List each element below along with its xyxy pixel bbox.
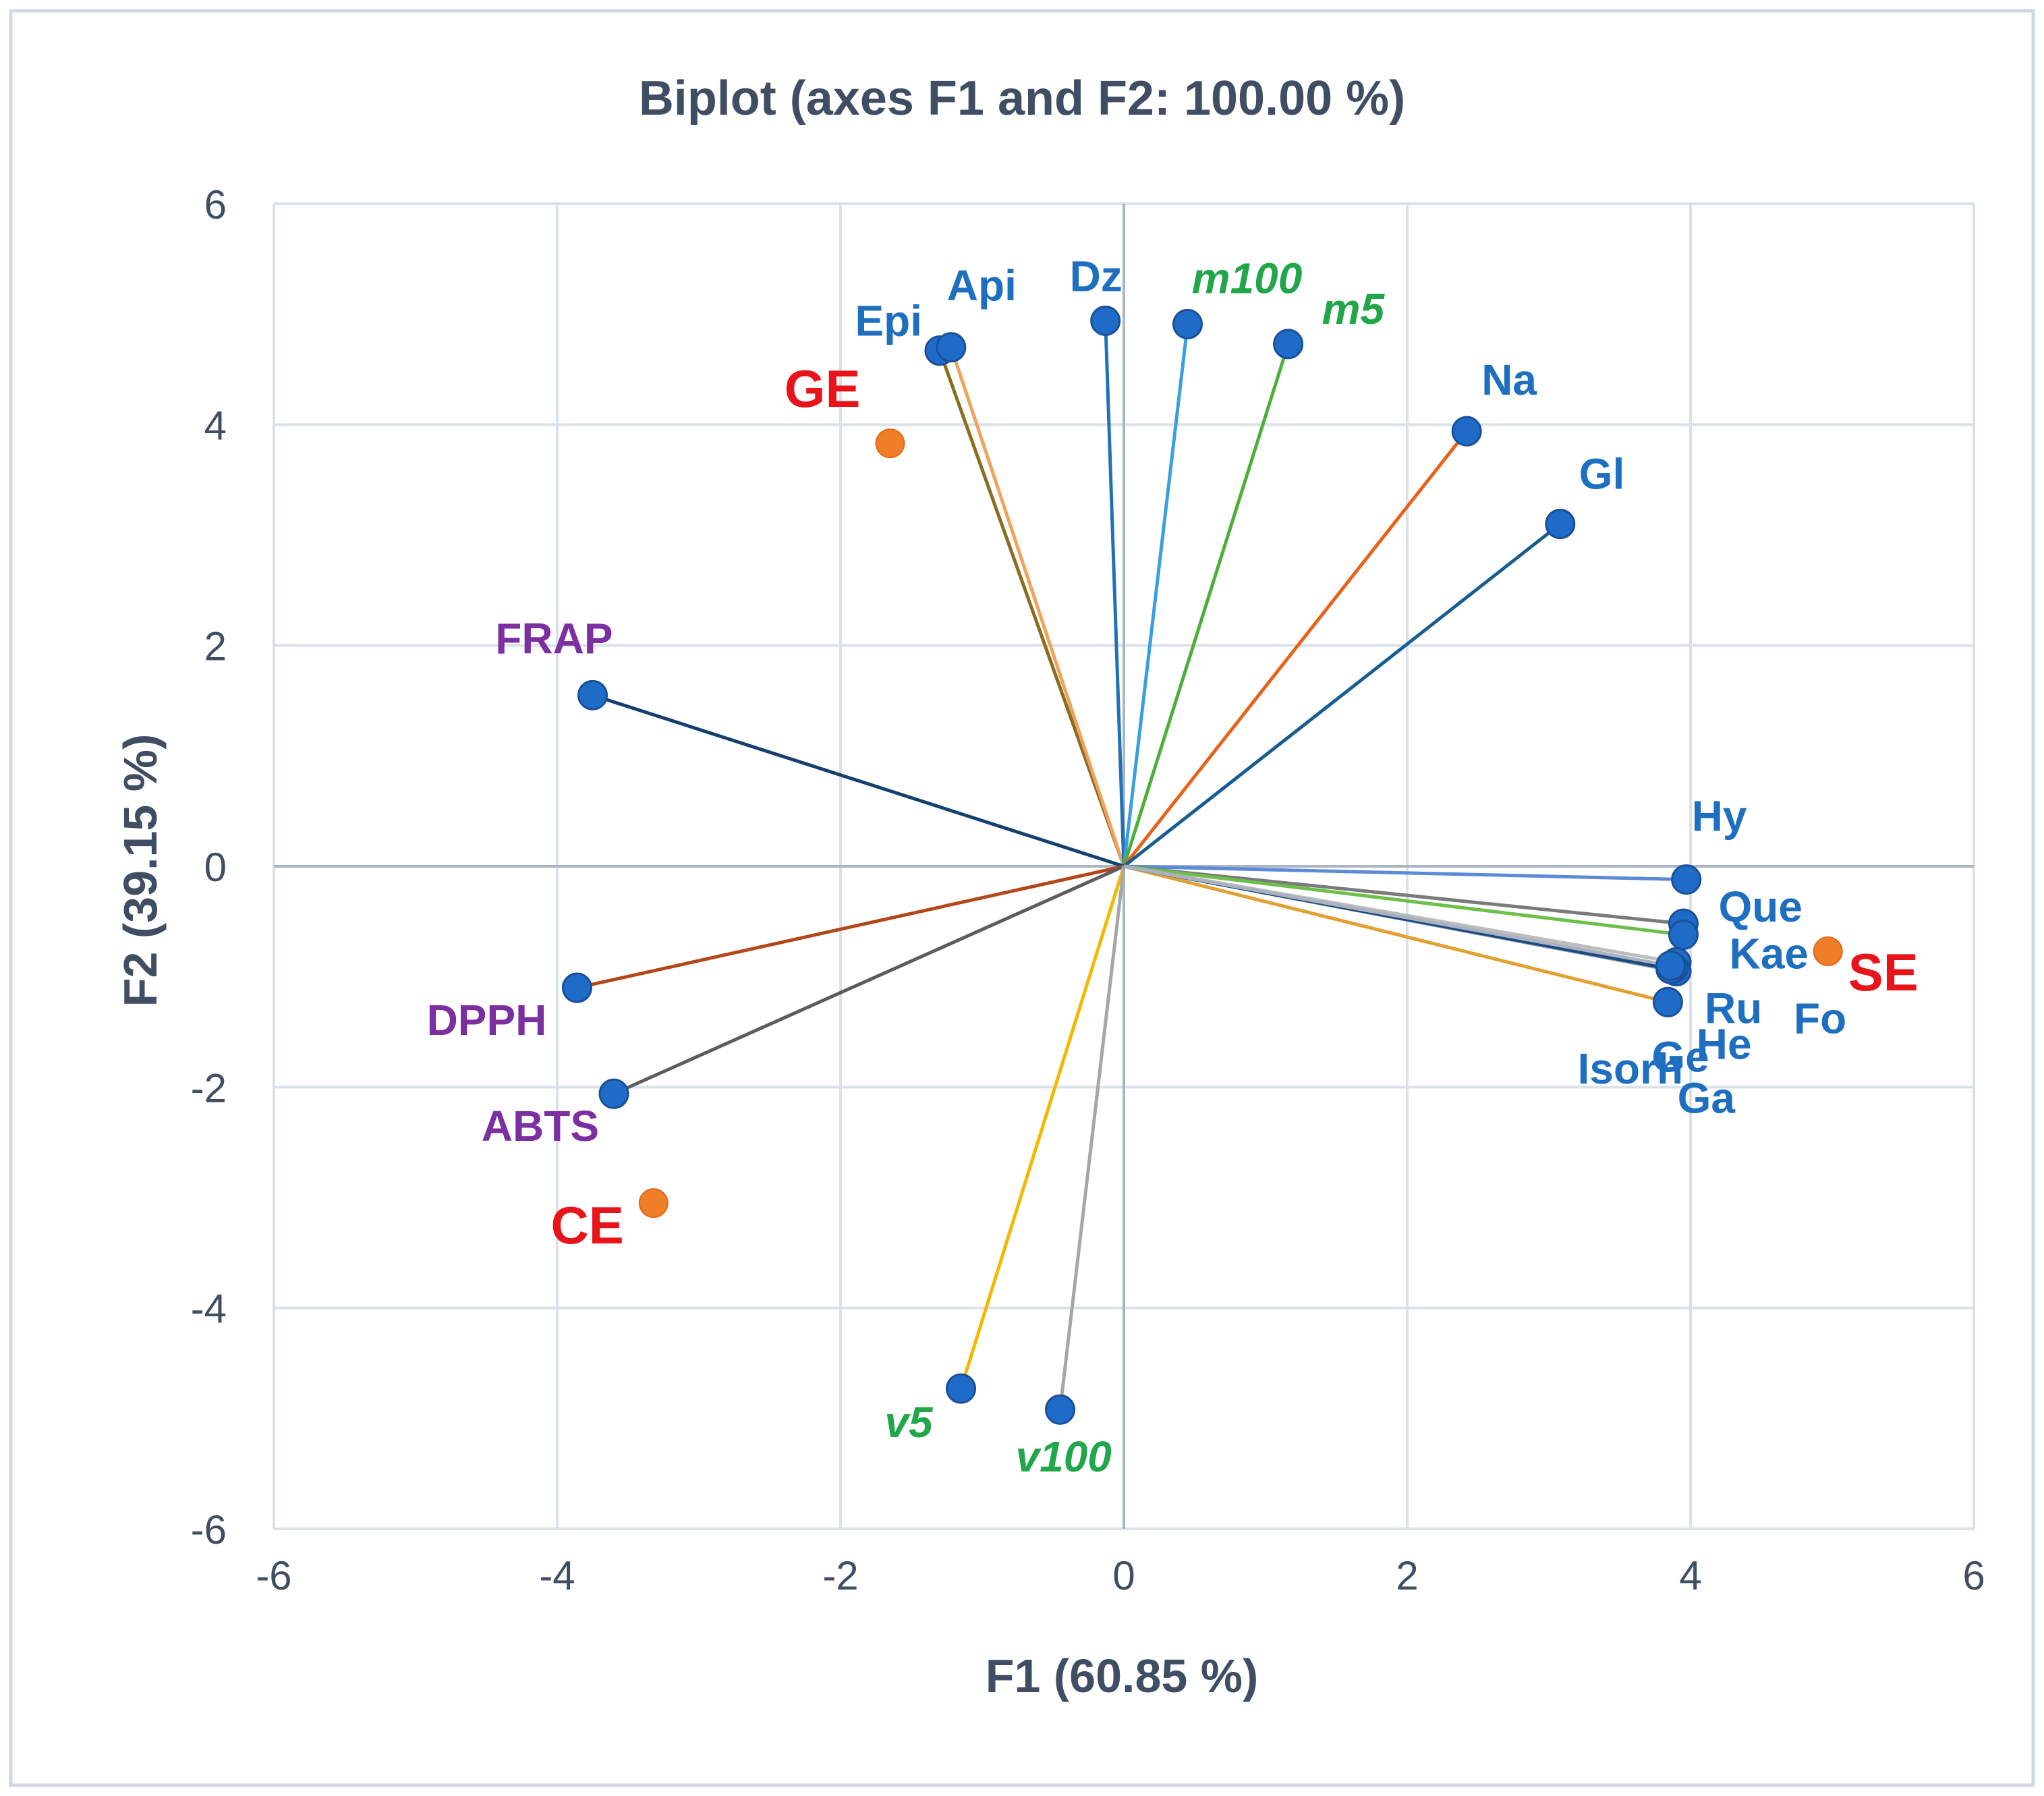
y-tick-label: 0 xyxy=(204,845,227,890)
variable-label-v5: v5 xyxy=(884,1398,934,1447)
vector-line-hy xyxy=(1123,864,1686,882)
vector-line-api xyxy=(949,346,1126,867)
variable-point-abts xyxy=(598,1078,629,1109)
vector-line-ga xyxy=(1123,864,1672,967)
variable-label-gl: Gl xyxy=(1579,450,1625,499)
x-tick-label: -2 xyxy=(822,1553,858,1598)
variable-label-que: Que xyxy=(1719,882,1802,931)
variable-label-isorh: Isorh xyxy=(1578,1044,1683,1093)
vector-line-epi xyxy=(938,349,1126,867)
x-tick-label: 2 xyxy=(1396,1553,1418,1598)
variable-point-v100 xyxy=(1045,1394,1075,1425)
variable-label-epi: Epi xyxy=(855,297,922,345)
chart-title: Biplot (axes F1 and F2: 100.00 %) xyxy=(639,72,1405,125)
variable-point-dz xyxy=(1090,305,1121,336)
vector-line-dpph xyxy=(576,864,1125,990)
variable-label-hy: Hy xyxy=(1692,792,1747,841)
variable-point-v5 xyxy=(946,1373,976,1404)
variable-point-kae xyxy=(1668,919,1699,950)
vector-line-dz xyxy=(1104,320,1126,867)
observation-label-ce: CE xyxy=(550,1196,623,1255)
variable-point-api xyxy=(936,332,967,363)
x-tick-label: -4 xyxy=(539,1553,575,1598)
variable-label-v100: v100 xyxy=(1016,1432,1112,1481)
variable-label-abts: ABTS xyxy=(482,1102,599,1150)
vector-line-gl xyxy=(1123,522,1562,868)
variable-point-gl xyxy=(1545,509,1576,540)
y-axis-title: F2 (39.15 %) xyxy=(114,734,167,1007)
variable-label-ru: Ru xyxy=(1705,984,1762,1032)
variable-label-fo: Fo xyxy=(1794,994,1846,1042)
variable-point-m100 xyxy=(1172,308,1203,339)
variable-label-m5: m5 xyxy=(1322,285,1386,333)
variable-label-he: He xyxy=(1697,1020,1752,1069)
variable-point-m5 xyxy=(1273,329,1304,360)
vector-line-que xyxy=(1123,864,1684,926)
vector-line-na xyxy=(1123,430,1469,868)
vector-line-v100 xyxy=(1058,866,1126,1410)
observation-point-ge xyxy=(875,428,905,459)
variable-point-frap xyxy=(577,679,608,710)
variable-point-ge xyxy=(1652,986,1683,1017)
vector-line-v5 xyxy=(959,866,1126,1389)
observation-point-ce xyxy=(638,1188,669,1218)
y-tick-label: 6 xyxy=(204,182,227,227)
observation-point-se xyxy=(1813,936,1843,967)
y-tick-label: 2 xyxy=(204,624,227,669)
vector-line-m100 xyxy=(1122,324,1189,867)
y-tick-label: 4 xyxy=(204,403,227,448)
vector-line-m5 xyxy=(1122,343,1290,867)
variable-label-api: Api xyxy=(947,261,1017,310)
variable-point-ga xyxy=(1655,950,1686,981)
variable-point-na xyxy=(1451,416,1482,447)
vector-line-frap xyxy=(592,693,1125,868)
variable-point-dpph xyxy=(561,972,592,1003)
x-tick-label: 6 xyxy=(1962,1553,1985,1598)
variable-label-ge: Ge xyxy=(1651,1032,1709,1081)
variable-label-dz: Dz xyxy=(1070,252,1123,300)
chart-border xyxy=(9,9,2035,1787)
variable-point-hy xyxy=(1671,864,1702,895)
variable-label-m100: m100 xyxy=(1192,254,1303,302)
variable-label-dpph: DPPH xyxy=(427,996,547,1044)
x-tick-label: -6 xyxy=(256,1553,291,1598)
y-tick-label: -6 xyxy=(191,1507,227,1552)
vector-line-abts xyxy=(613,864,1125,1096)
variable-label-na: Na xyxy=(1481,356,1537,404)
observation-label-se: SE xyxy=(1848,943,1919,1002)
variable-label-kae: Kae xyxy=(1730,929,1809,978)
x-axis-title: F1 (60.85 %) xyxy=(986,1650,1259,1702)
observation-label-ge: GE xyxy=(785,359,861,418)
x-tick-label: 4 xyxy=(1679,1553,1701,1598)
variable-label-frap: FRAP xyxy=(495,614,613,663)
vector-line-ge xyxy=(1123,864,1669,1004)
y-tick-label: -2 xyxy=(191,1065,227,1111)
y-tick-label: -4 xyxy=(191,1287,227,1332)
x-tick-label: 0 xyxy=(1112,1553,1135,1598)
variable-label-ga: Ga xyxy=(1678,1073,1736,1122)
vector-line-kae xyxy=(1123,864,1684,936)
